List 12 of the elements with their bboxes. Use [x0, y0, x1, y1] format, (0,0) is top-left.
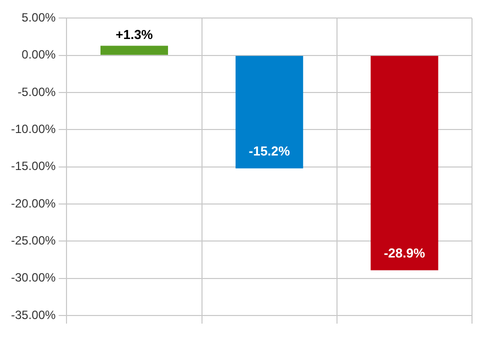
y-tick-label: -10.00%: [10, 122, 56, 136]
y-tick-label: -35.00%: [10, 308, 56, 322]
y-tick-label: 5.00%: [22, 10, 56, 25]
y-tick-label: -30.00%: [10, 270, 56, 285]
y-tick-label: 0.00%: [22, 48, 56, 62]
data-label: +1.3%: [116, 26, 154, 42]
data-label: -28.9%: [384, 245, 426, 260]
data-label: -15.2%: [248, 143, 290, 158]
y-tick-label: -5.00%: [18, 84, 56, 99]
y-tick-label: -15.00%: [10, 159, 56, 174]
y-tick-label: -20.00%: [10, 196, 56, 210]
y-tick-label: -25.00%: [10, 234, 56, 248]
